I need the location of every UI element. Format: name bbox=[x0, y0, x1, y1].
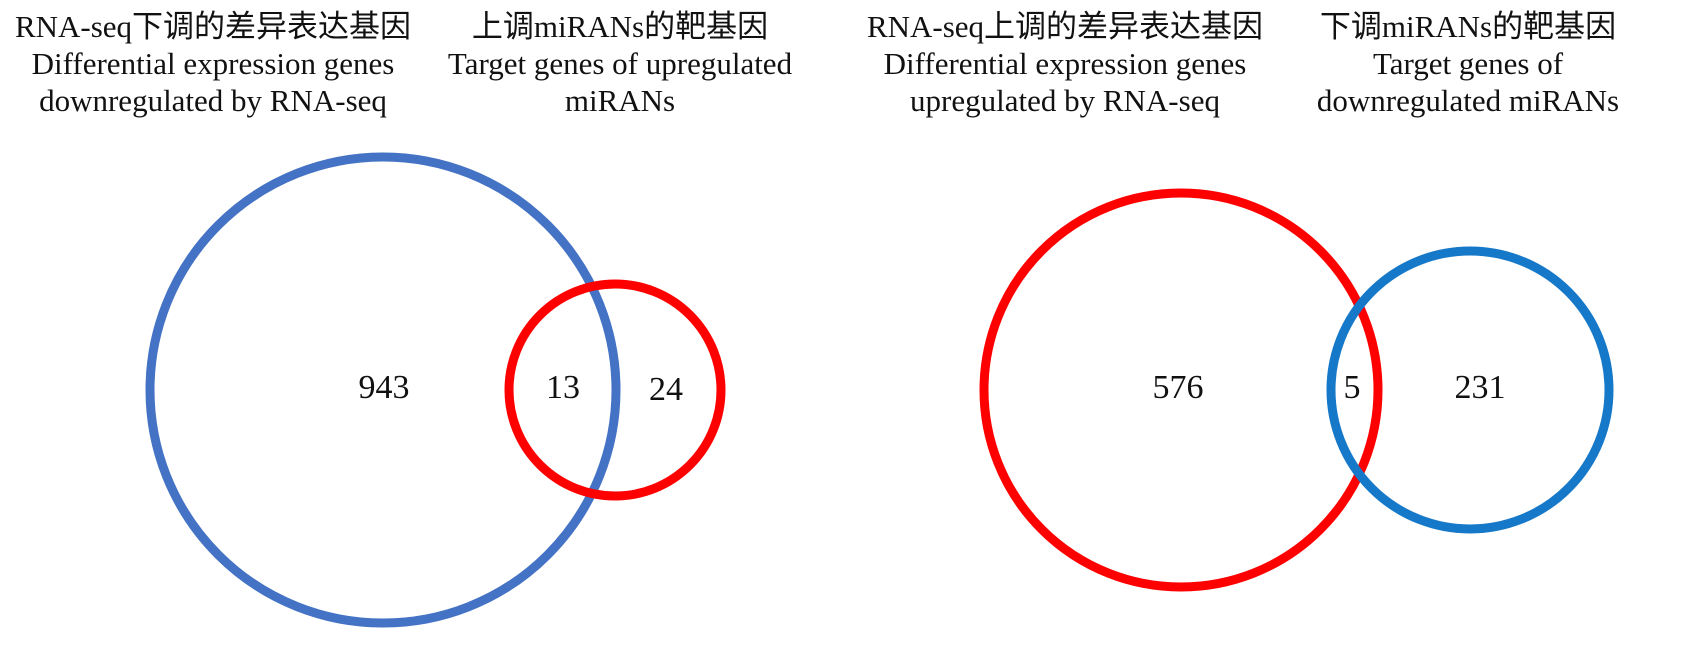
header-left-downregulated-degs: RNA-seq下调的差异表达基因 Differential expression… bbox=[3, 8, 423, 119]
header-left-upregulated-mirna-targets: 上调miRANs的靶基因 Target genes of upregulated… bbox=[420, 8, 820, 119]
venn-right-circle-upregulated-degs bbox=[979, 188, 1383, 592]
count-left-a-only: 943 bbox=[358, 369, 410, 406]
count-left-intersection: 13 bbox=[546, 369, 580, 406]
header-line-en-2: miRANs bbox=[564, 83, 676, 118]
count-left-b-only: 24 bbox=[649, 371, 683, 408]
venn-left-circle-downregulated-degs bbox=[145, 152, 621, 628]
header-line-en-1: Target genes of bbox=[1372, 46, 1564, 81]
count-right-a-only: 576 bbox=[1152, 369, 1204, 406]
header-line-zh: 上调miRANs的靶基因 bbox=[471, 9, 769, 44]
count-right-intersection: 5 bbox=[1343, 369, 1361, 406]
header-line-zh: 下调miRANs的靶基因 bbox=[1319, 9, 1617, 44]
header-line-zh: RNA-seq下调的差异表达基因 bbox=[14, 9, 412, 44]
venn-right-circle-downregulated-mirna-targets bbox=[1326, 246, 1614, 534]
count-right-b-only: 231 bbox=[1454, 369, 1506, 406]
header-line-en-1: Differential expression genes bbox=[31, 46, 395, 81]
header-line-en-1: Differential expression genes bbox=[883, 46, 1247, 81]
venn-left-circle-upregulated-mirna-targets bbox=[504, 279, 726, 501]
header-line-en-2: upregulated by RNA-seq bbox=[910, 83, 1220, 118]
header-line-en-2: downregulated miRANs bbox=[1316, 83, 1620, 118]
header-line-zh: RNA-seq上调的差异表达基因 bbox=[866, 9, 1264, 44]
header-right-upregulated-degs: RNA-seq上调的差异表达基因 Differential expression… bbox=[865, 8, 1265, 119]
header-line-en-1: Target genes of upregulated bbox=[447, 46, 793, 81]
header-right-downregulated-mirna-targets: 下调miRANs的靶基因 Target genes of downregulat… bbox=[1268, 8, 1668, 119]
header-line-en-2: downregulated by RNA-seq bbox=[39, 83, 387, 118]
